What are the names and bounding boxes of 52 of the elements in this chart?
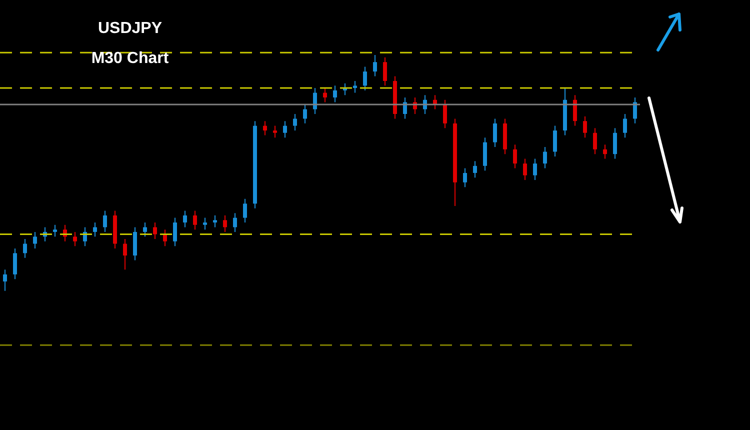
candlestick — [633, 96, 637, 124]
candlestick — [603, 144, 607, 160]
candlestick — [533, 158, 537, 181]
candlestick — [123, 238, 127, 270]
candlestick — [23, 238, 27, 258]
candlestick — [103, 210, 107, 232]
candlestick — [33, 231, 37, 249]
candlestick — [553, 125, 557, 157]
candlestick — [313, 88, 317, 114]
candlestick — [543, 146, 547, 169]
candlestick — [93, 222, 97, 238]
candlestick — [53, 224, 57, 238]
candlestick — [173, 217, 177, 247]
candlestick — [373, 54, 377, 77]
candlestick — [163, 229, 167, 247]
candlestick — [593, 128, 597, 155]
candlestick — [143, 222, 147, 238]
candlestick — [283, 120, 287, 138]
candlestick — [613, 128, 617, 160]
candlestick — [333, 85, 337, 103]
candlestick — [523, 158, 527, 181]
candlestick — [3, 269, 7, 292]
chart-title: USDJPY — [96, 20, 164, 38]
candlestick — [623, 113, 627, 138]
candlestick — [493, 118, 497, 148]
candlestick — [273, 125, 277, 138]
candlestick — [583, 116, 587, 138]
candlestick — [153, 222, 157, 240]
candlestick — [443, 99, 447, 129]
candlestick — [133, 226, 137, 261]
candlestick — [223, 214, 227, 232]
candlestick — [573, 94, 577, 126]
candlestick — [353, 80, 357, 94]
candlestick — [463, 168, 467, 188]
candlestick — [513, 144, 517, 169]
candlestick — [73, 231, 77, 247]
candlestick — [183, 210, 187, 228]
candlestick — [383, 56, 387, 86]
candlestick — [263, 120, 267, 136]
candlestick — [363, 66, 367, 91]
chart-subtitle: M30 Chart — [90, 50, 170, 68]
candlestick — [303, 104, 307, 124]
candlestick — [233, 212, 237, 232]
candlestick — [323, 88, 327, 103]
candlestick — [473, 160, 477, 178]
candlestick — [203, 217, 207, 230]
candlestick — [193, 210, 197, 230]
candlestick — [243, 198, 247, 223]
candlestick — [13, 248, 17, 280]
candlestick — [213, 214, 217, 228]
candlestick — [293, 113, 297, 131]
candlestick — [483, 137, 487, 172]
